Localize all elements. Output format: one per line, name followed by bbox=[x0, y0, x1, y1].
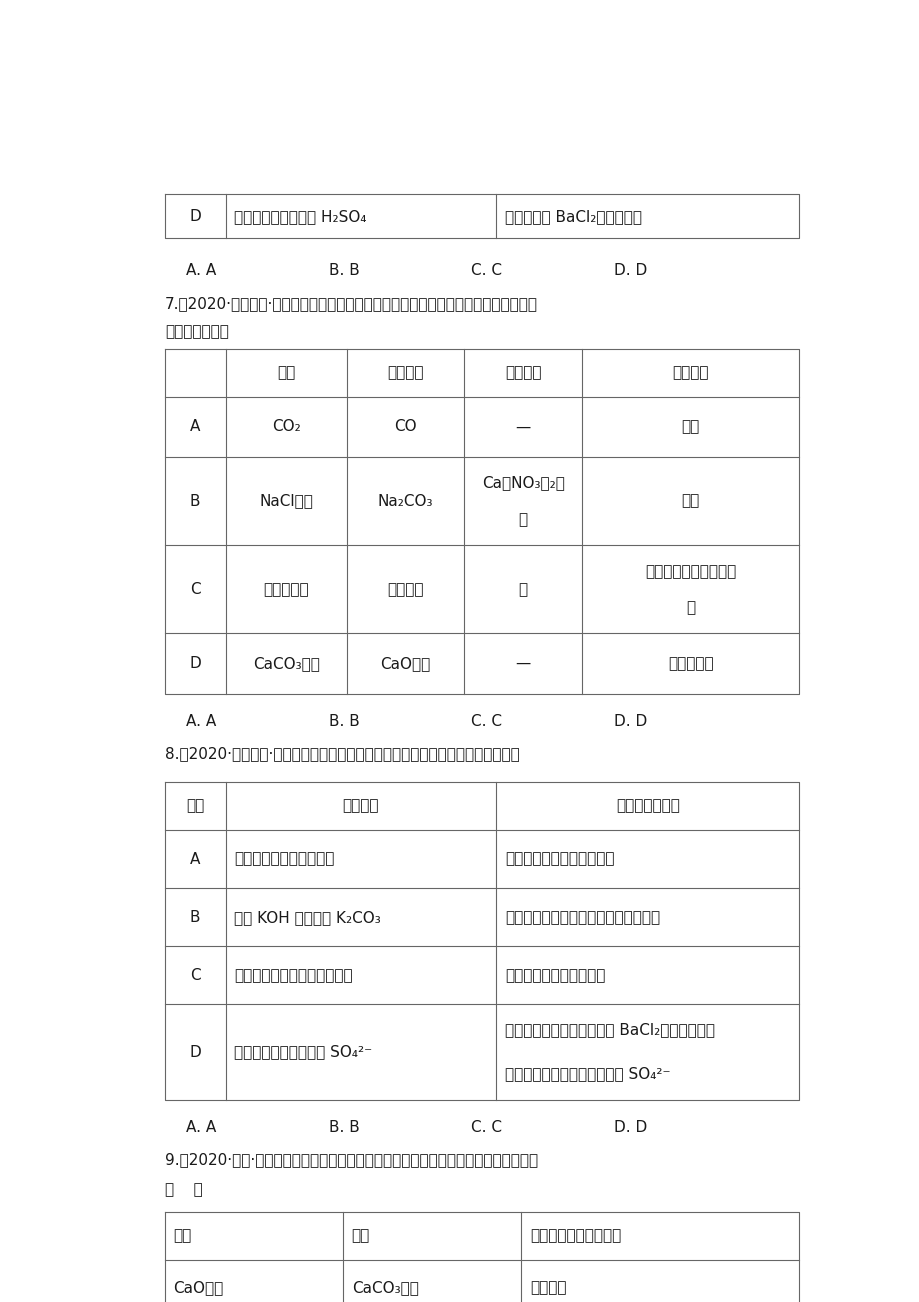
Text: D. D: D. D bbox=[614, 715, 647, 729]
Text: Ca（NO₃）₂溶: Ca（NO₃）₂溶 bbox=[482, 475, 564, 491]
Text: Na₂CO₃: Na₂CO₃ bbox=[378, 493, 433, 509]
Text: 实验方案或结论: 实验方案或结论 bbox=[616, 798, 679, 814]
Text: 实验目的: 实验目的 bbox=[343, 798, 379, 814]
Text: 除去稀盐酸中少量的 H₂SO₄: 除去稀盐酸中少量的 H₂SO₄ bbox=[233, 208, 366, 224]
Text: 除去杂质的试剂或方法: 除去杂质的试剂或方法 bbox=[529, 1229, 620, 1243]
Text: 作方法正确的是: 作方法正确的是 bbox=[165, 324, 229, 340]
Text: 发: 发 bbox=[686, 600, 695, 615]
Text: 水: 水 bbox=[518, 582, 528, 596]
Text: CaCO₃固体: CaCO₃固体 bbox=[351, 1280, 418, 1295]
Text: 取样后，分别加入稀盐酸: 取样后，分别加入稀盐酸 bbox=[505, 967, 605, 983]
Text: 除去 KOH 溶液中的 K₂CO₃: 除去 KOH 溶液中的 K₂CO₃ bbox=[233, 910, 380, 924]
Text: 所含杂质: 所含杂质 bbox=[387, 366, 424, 380]
Text: B. B: B. B bbox=[329, 1120, 359, 1135]
Text: D: D bbox=[189, 1044, 201, 1060]
Text: 过滤: 过滤 bbox=[681, 493, 699, 509]
Text: D. D: D. D bbox=[614, 1120, 647, 1135]
Text: —: — bbox=[515, 419, 530, 435]
Text: A: A bbox=[190, 852, 200, 867]
Text: C: C bbox=[189, 967, 200, 983]
Text: 8.（2020·甘肃天水·统考中考真题）为了达到实验目的，下列方案或结论正确的是: 8.（2020·甘肃天水·统考中考真题）为了达到实验目的，下列方案或结论正确的是 bbox=[165, 746, 519, 762]
Text: 除去铁粉中的三氧化二铁: 除去铁粉中的三氧化二铁 bbox=[233, 852, 335, 867]
Text: 加入适量的 BaCl₂溶液，过滤: 加入适量的 BaCl₂溶液，过滤 bbox=[505, 208, 641, 224]
Text: 物质: 物质 bbox=[277, 366, 295, 380]
Text: D: D bbox=[189, 208, 201, 224]
Text: B. B: B. B bbox=[329, 715, 359, 729]
Text: CaCO₃固体: CaCO₃固体 bbox=[253, 656, 319, 671]
Text: 鉴别某溶液中是否含有 SO₄²⁻: 鉴别某溶液中是否含有 SO₄²⁻ bbox=[233, 1044, 372, 1060]
Text: 氯化锇固体: 氯化锇固体 bbox=[263, 582, 309, 596]
Text: D. D: D. D bbox=[614, 263, 647, 279]
Text: 所含: 所含 bbox=[351, 1229, 369, 1243]
Text: 取样、溶解、加入足量的稀盐酸，蒸发: 取样、溶解、加入足量的稀盐酸，蒸发 bbox=[505, 910, 660, 924]
Text: A. A: A. A bbox=[186, 263, 216, 279]
Text: 沉淠生成，则该溶液中一定有 SO₄²⁻: 沉淠生成，则该溶液中一定有 SO₄²⁻ bbox=[505, 1066, 670, 1082]
Text: 选项: 选项 bbox=[186, 798, 204, 814]
Text: （    ）: （ ） bbox=[165, 1182, 202, 1198]
Text: C: C bbox=[189, 582, 200, 596]
Text: A: A bbox=[190, 419, 200, 435]
Text: B: B bbox=[189, 910, 200, 924]
Text: 物质: 物质 bbox=[174, 1229, 191, 1243]
Text: 加水溶解后，过滤、蒸: 加水溶解后，过滤、蒸 bbox=[644, 564, 735, 579]
Text: 9.（2020·甘肃·统考中考真题）除去下列物质中杂质，选用试剂和操作方法不正确的是: 9.（2020·甘肃·统考中考真题）除去下列物质中杂质，选用试剂和操作方法不正确… bbox=[165, 1152, 538, 1168]
Text: 取样，加入足量盐酸，过滤: 取样，加入足量盐酸，过滤 bbox=[505, 852, 614, 867]
Text: 高温、灸烧: 高温、灸烧 bbox=[667, 656, 713, 671]
Text: A. A: A. A bbox=[186, 1120, 216, 1135]
Text: 二氧化锤: 二氧化锤 bbox=[387, 582, 424, 596]
Text: —: — bbox=[515, 656, 530, 671]
Text: CaO固体: CaO固体 bbox=[380, 656, 430, 671]
Text: CO: CO bbox=[394, 419, 416, 435]
Text: B: B bbox=[189, 493, 200, 509]
Text: 操作方法: 操作方法 bbox=[672, 366, 709, 380]
Text: 取少量溶液于试管中，滴加 BaCl₂溶液，有白色: 取少量溶液于试管中，滴加 BaCl₂溶液，有白色 bbox=[505, 1022, 714, 1038]
Text: C. C: C. C bbox=[471, 715, 502, 729]
Text: D: D bbox=[189, 656, 201, 671]
Text: 高温煝烧: 高温煝烧 bbox=[529, 1280, 566, 1295]
Text: C. C: C. C bbox=[471, 263, 502, 279]
Text: 液: 液 bbox=[518, 512, 528, 527]
Text: 点燃: 点燃 bbox=[681, 419, 699, 435]
Text: 鉴别碳粉、铁粉和氧化铜粉末: 鉴别碳粉、铁粉和氧化铜粉末 bbox=[233, 967, 352, 983]
Text: B. B: B. B bbox=[329, 263, 359, 279]
Text: NaCl溶液: NaCl溶液 bbox=[259, 493, 312, 509]
Text: C. C: C. C bbox=[471, 1120, 502, 1135]
Text: 除杂试剂: 除杂试剂 bbox=[505, 366, 541, 380]
Text: CaO固体: CaO固体 bbox=[174, 1280, 223, 1295]
Text: A. A: A. A bbox=[186, 715, 216, 729]
Text: CO₂: CO₂ bbox=[271, 419, 301, 435]
Text: 7.（2020·甘肃金昌·统考中考真题）除去下列物质中所含少量杂质，所用除杂试剂和操: 7.（2020·甘肃金昌·统考中考真题）除去下列物质中所含少量杂质，所用除杂试剂… bbox=[165, 296, 538, 311]
